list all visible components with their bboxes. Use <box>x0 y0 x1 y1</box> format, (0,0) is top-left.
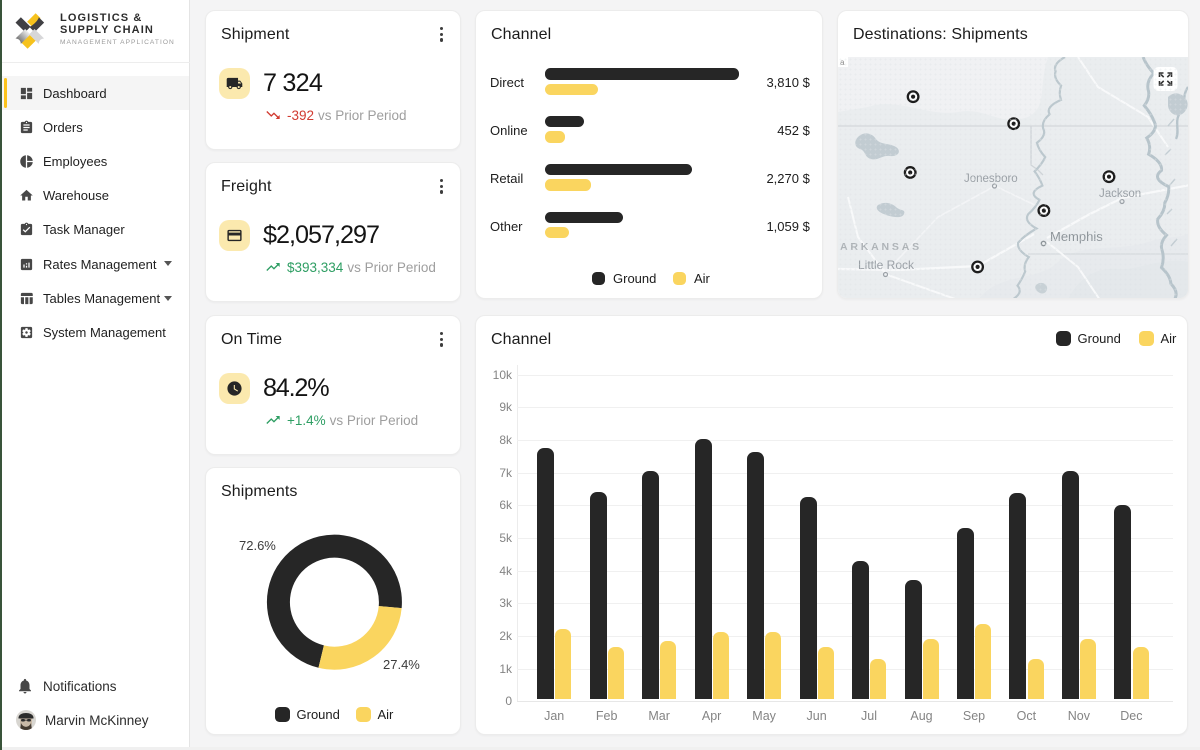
svg-text:Little Rock: Little Rock <box>858 258 915 272</box>
svg-text:Memphis: Memphis <box>1050 229 1103 244</box>
svg-text:Jackson: Jackson <box>1099 188 1141 200</box>
svg-text:a: a <box>840 58 845 67</box>
svg-text:ARKANSAS: ARKANSAS <box>840 241 922 253</box>
svg-text:Jonesboro: Jonesboro <box>964 173 1018 185</box>
